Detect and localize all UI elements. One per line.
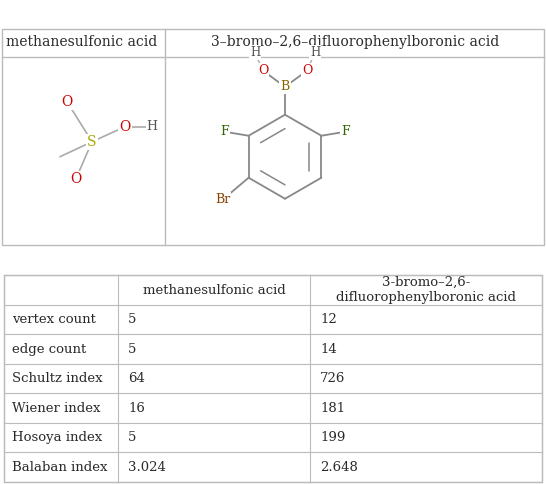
Text: F: F bbox=[221, 125, 229, 138]
Text: 5: 5 bbox=[128, 343, 136, 356]
Text: 3–bromo–2,6–difluorophenylboronic acid: 3–bromo–2,6–difluorophenylboronic acid bbox=[211, 35, 499, 49]
Text: H: H bbox=[310, 46, 320, 59]
Text: Wiener index: Wiener index bbox=[12, 402, 100, 415]
Text: 16: 16 bbox=[128, 402, 145, 415]
Text: Br: Br bbox=[215, 193, 230, 206]
Text: B: B bbox=[281, 80, 289, 93]
Text: Balaban index: Balaban index bbox=[12, 461, 108, 474]
Text: 5: 5 bbox=[128, 431, 136, 444]
Text: O: O bbox=[302, 64, 312, 77]
Text: 64: 64 bbox=[128, 372, 145, 385]
Text: O: O bbox=[258, 64, 268, 77]
Text: 2.648: 2.648 bbox=[320, 461, 358, 474]
Text: O: O bbox=[61, 95, 73, 109]
Text: Hosoya index: Hosoya index bbox=[12, 431, 102, 444]
Text: H: H bbox=[250, 46, 260, 59]
Text: 5: 5 bbox=[128, 313, 136, 326]
Text: O: O bbox=[120, 120, 130, 134]
Text: 199: 199 bbox=[320, 431, 346, 444]
Text: Schultz index: Schultz index bbox=[12, 372, 103, 385]
Text: edge count: edge count bbox=[12, 343, 86, 356]
Text: 726: 726 bbox=[320, 372, 346, 385]
Text: 12: 12 bbox=[320, 313, 337, 326]
Text: 14: 14 bbox=[320, 343, 337, 356]
Text: O: O bbox=[70, 172, 81, 186]
Text: 181: 181 bbox=[320, 402, 345, 415]
Text: methanesulfonic acid: methanesulfonic acid bbox=[7, 35, 158, 49]
Text: S: S bbox=[87, 135, 97, 149]
Text: H: H bbox=[146, 120, 157, 133]
Text: 3-bromo–2,6-
difluorophenylboronic acid: 3-bromo–2,6- difluorophenylboronic acid bbox=[336, 276, 516, 304]
Text: vertex count: vertex count bbox=[12, 313, 96, 326]
Text: F: F bbox=[341, 125, 349, 138]
Text: methanesulfonic acid: methanesulfonic acid bbox=[143, 284, 286, 297]
Text: 3.024: 3.024 bbox=[128, 461, 166, 474]
